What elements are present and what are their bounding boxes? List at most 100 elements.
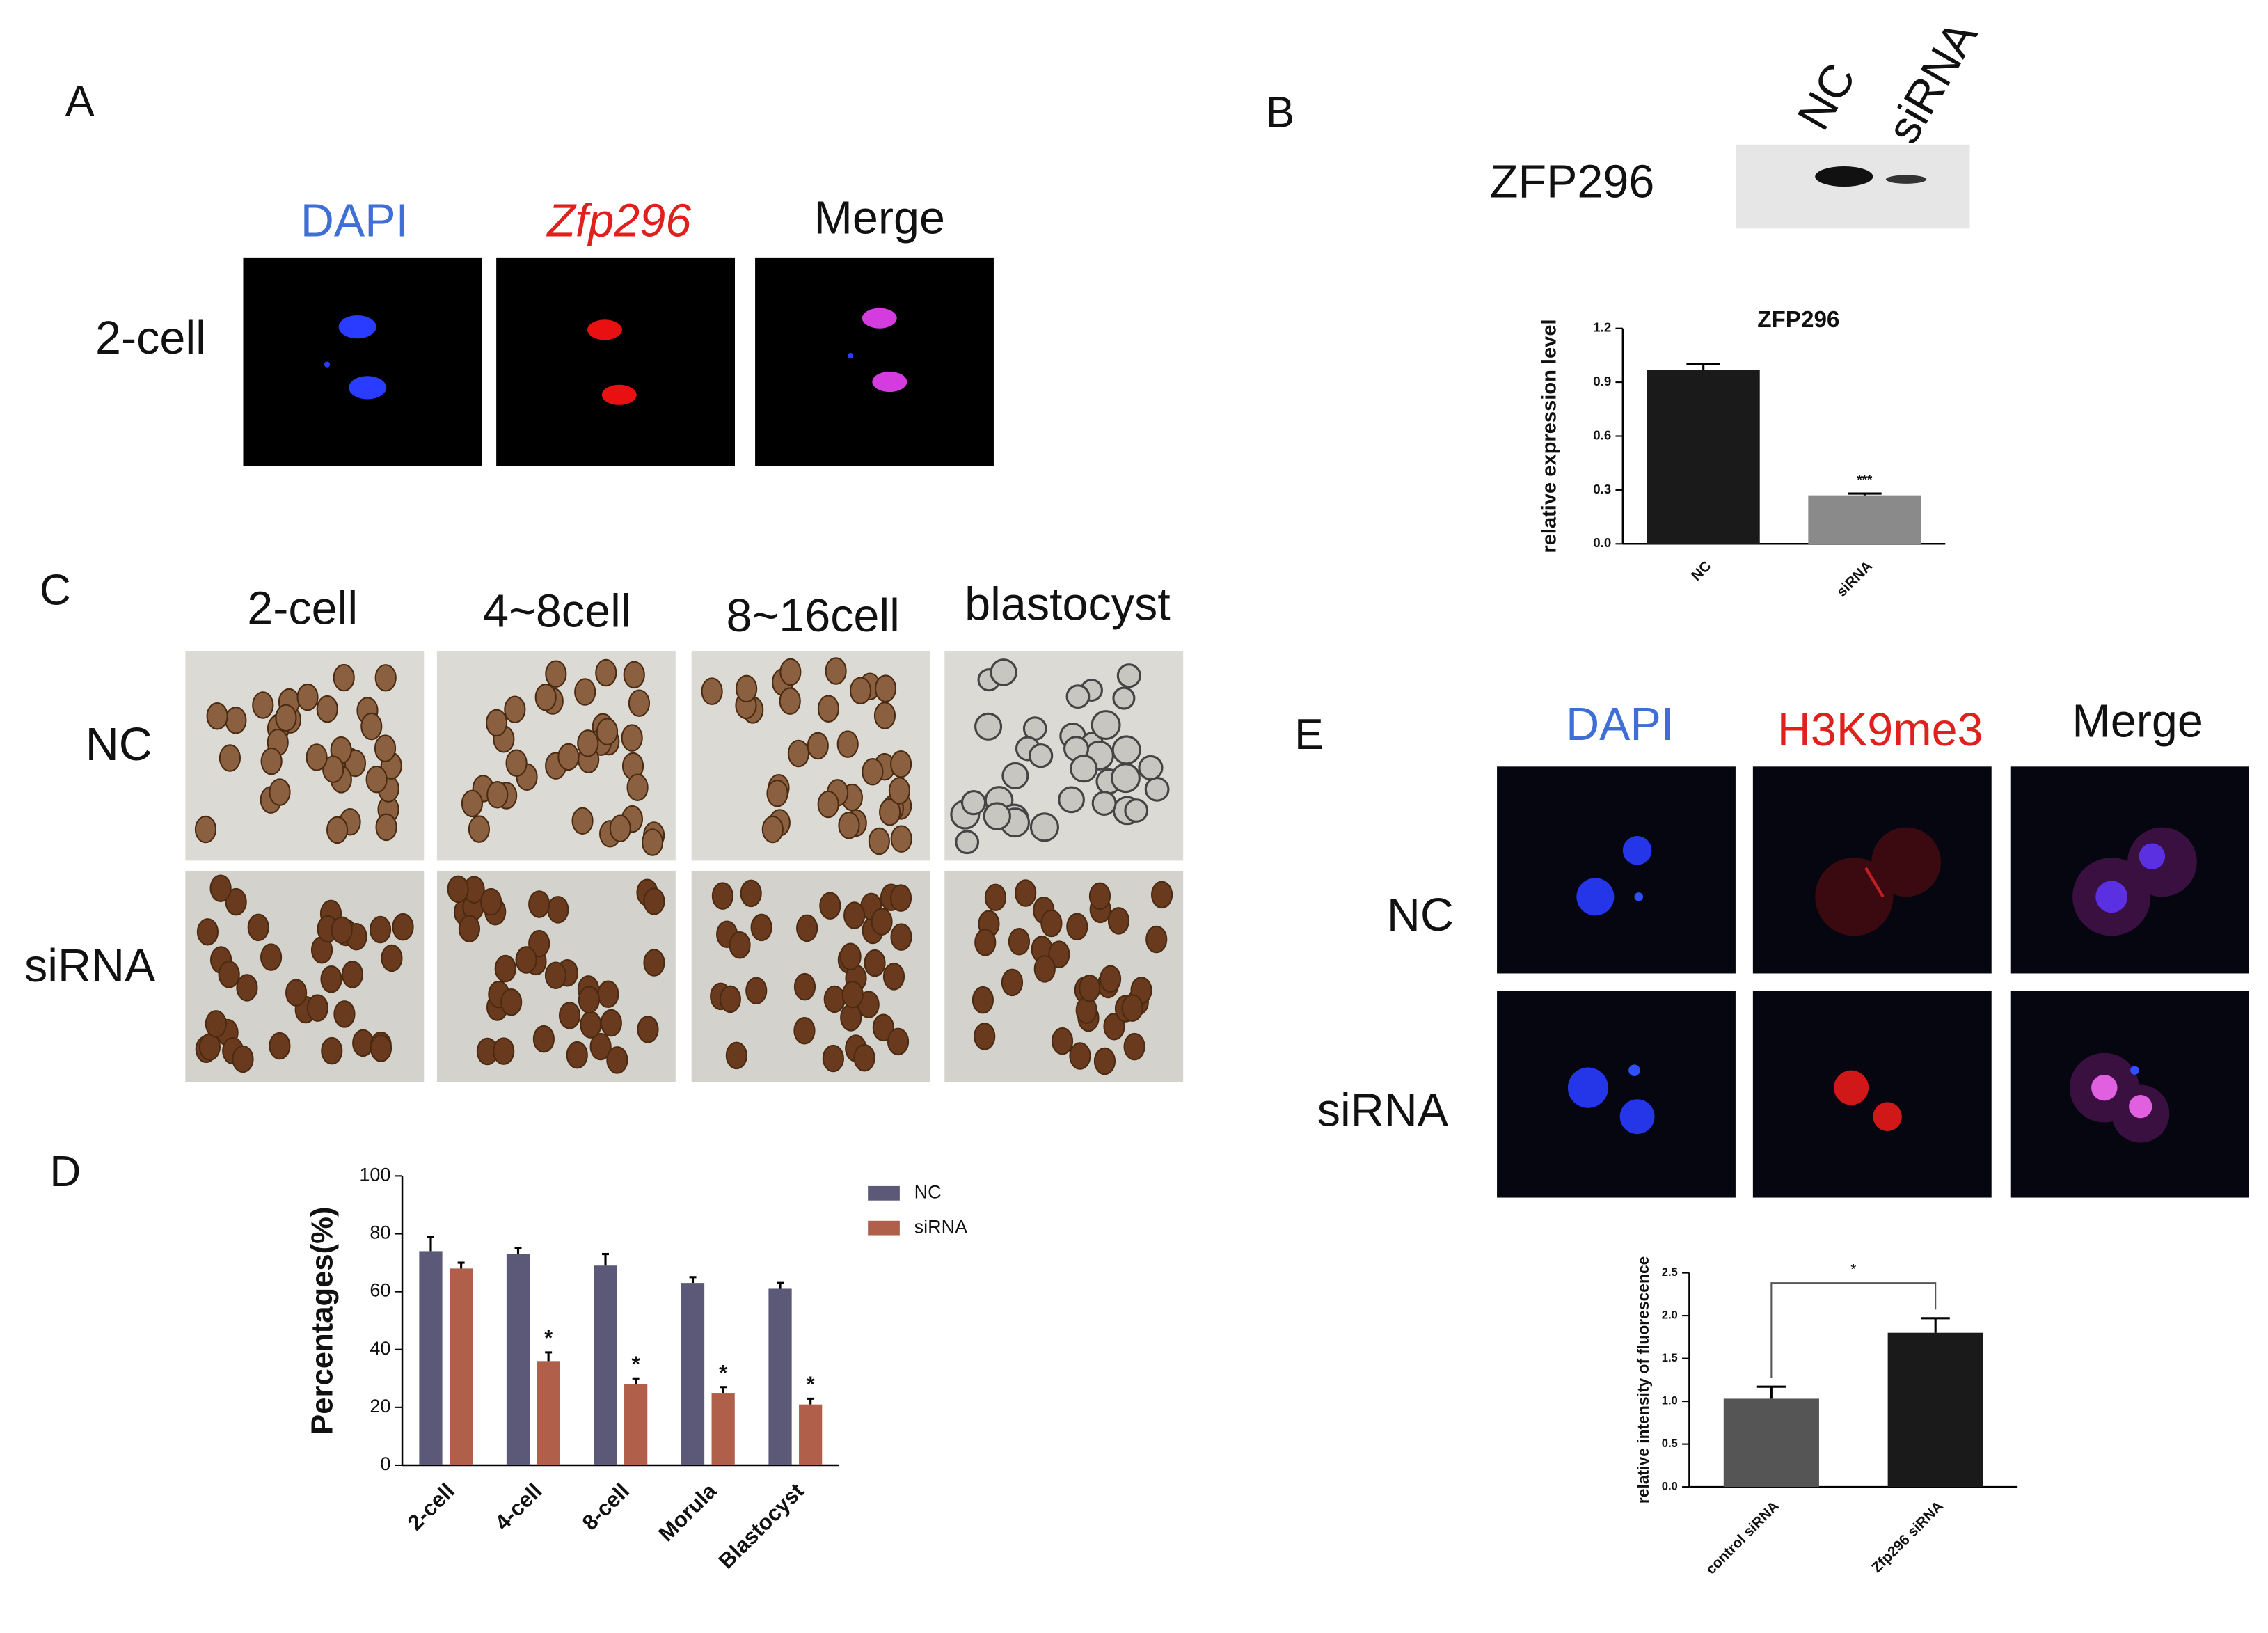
bar bbox=[1887, 1332, 1983, 1488]
embryo bbox=[872, 1013, 894, 1042]
embryo bbox=[500, 988, 523, 1016]
micrograph-grid bbox=[185, 651, 1184, 1082]
embryo bbox=[984, 883, 1007, 912]
embryo bbox=[637, 1016, 659, 1043]
embryo bbox=[1001, 762, 1029, 789]
embryo bbox=[807, 732, 829, 760]
embryo bbox=[578, 986, 600, 1014]
embryo bbox=[589, 1032, 612, 1061]
legend-label: siRNA bbox=[914, 1216, 968, 1237]
embryo bbox=[719, 985, 741, 1013]
embryo bbox=[479, 888, 502, 916]
embryo bbox=[269, 1032, 291, 1060]
embryo bbox=[849, 677, 872, 704]
embryo bbox=[606, 1046, 628, 1074]
embryo bbox=[793, 1016, 816, 1045]
bar bbox=[624, 1384, 648, 1465]
embryo bbox=[864, 949, 886, 977]
embryo bbox=[1138, 755, 1164, 780]
chart-title: ZFP296 bbox=[1757, 307, 1839, 333]
bar bbox=[537, 1361, 560, 1465]
y-tick-label: 2.0 bbox=[1662, 1308, 1678, 1321]
embryo bbox=[1079, 974, 1101, 1002]
embryo bbox=[381, 944, 403, 972]
embryo bbox=[960, 790, 987, 816]
error-bar bbox=[427, 1236, 434, 1252]
embryo bbox=[983, 802, 1011, 830]
x-tick-label: siRNA bbox=[1834, 558, 1876, 600]
embryo bbox=[621, 724, 643, 752]
embryo bbox=[333, 1000, 356, 1028]
embryo bbox=[206, 702, 228, 730]
embryo bbox=[544, 961, 567, 990]
panel-label: D bbox=[49, 1148, 81, 1196]
embryo bbox=[461, 789, 484, 818]
embryo bbox=[1111, 763, 1141, 794]
embryo bbox=[871, 908, 893, 936]
embryo bbox=[874, 674, 897, 702]
bar bbox=[711, 1393, 735, 1465]
error-bar bbox=[602, 1253, 609, 1266]
y-tick-label: 1.0 bbox=[1662, 1394, 1678, 1407]
bar bbox=[506, 1254, 530, 1465]
western-blot bbox=[1735, 144, 1970, 229]
embryo bbox=[1121, 994, 1143, 1022]
embryo bbox=[320, 965, 342, 993]
embryo bbox=[566, 1041, 588, 1069]
embryo bbox=[1088, 882, 1111, 910]
column-header: Merge bbox=[814, 192, 945, 244]
error-bar bbox=[1921, 1317, 1950, 1333]
embryo bbox=[628, 689, 651, 717]
embryo bbox=[711, 882, 733, 910]
column-header: Merge bbox=[2072, 696, 2203, 748]
embryo bbox=[1048, 940, 1070, 968]
embryo bbox=[643, 888, 665, 915]
embryo bbox=[793, 972, 816, 1001]
embryo bbox=[817, 695, 840, 723]
embryo bbox=[1107, 907, 1130, 935]
embryo bbox=[285, 979, 308, 1007]
embryo bbox=[375, 813, 397, 842]
row-header: NC bbox=[1387, 890, 1454, 941]
column-header: DAPI bbox=[301, 196, 409, 247]
embryo bbox=[515, 946, 537, 974]
legend-swatch bbox=[868, 1185, 900, 1201]
embryo bbox=[609, 814, 631, 842]
embryo bbox=[232, 1045, 254, 1073]
x-tick-label: Blastocyst bbox=[714, 1478, 809, 1573]
embryo bbox=[873, 702, 896, 729]
embryo bbox=[843, 901, 866, 929]
embryo bbox=[322, 755, 344, 783]
embryo bbox=[779, 687, 801, 715]
embryo bbox=[369, 915, 392, 944]
embryo bbox=[1029, 812, 1059, 842]
embryo bbox=[306, 743, 328, 771]
embryo bbox=[1112, 686, 1136, 710]
legend-swatch bbox=[868, 1220, 900, 1236]
y-axis-label: relative intensity of fluorescence bbox=[1634, 1256, 1652, 1504]
embryo bbox=[729, 931, 751, 959]
error-bar bbox=[1848, 492, 1882, 496]
embryo bbox=[796, 914, 818, 942]
embryo bbox=[882, 963, 905, 991]
x-tick-label: 8-cell bbox=[578, 1478, 634, 1535]
embryo bbox=[626, 773, 649, 801]
embryo bbox=[365, 765, 388, 794]
embryo bbox=[574, 678, 596, 706]
panel-label: E bbox=[1294, 711, 1324, 759]
embryo bbox=[485, 709, 508, 737]
protein-label: ZFP296 bbox=[1490, 157, 1655, 208]
embryo bbox=[360, 712, 383, 741]
embryo bbox=[701, 677, 723, 705]
embryo bbox=[597, 980, 619, 1008]
embryo bbox=[1123, 1032, 1145, 1061]
embryo bbox=[534, 684, 557, 711]
embryo bbox=[218, 961, 240, 988]
embryo bbox=[486, 781, 509, 809]
embryo bbox=[840, 1004, 862, 1032]
embryo bbox=[545, 660, 567, 688]
embryo bbox=[643, 949, 665, 977]
embryo bbox=[260, 943, 283, 971]
embryo bbox=[528, 890, 550, 918]
y-tick-label: 0.3 bbox=[1593, 482, 1611, 496]
